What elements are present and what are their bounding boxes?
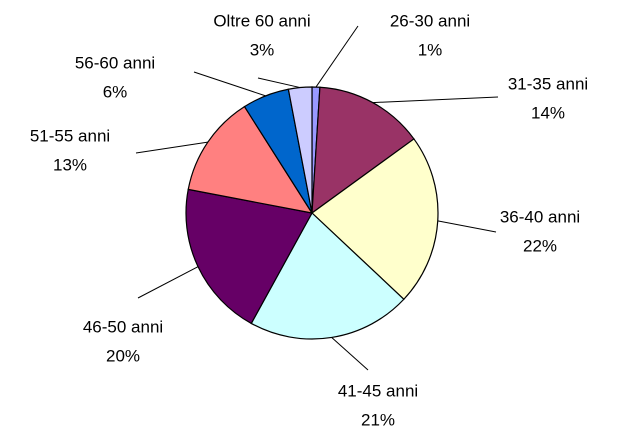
slice-value-label: 1%	[418, 40, 443, 59]
slice-label: 51-55 anni	[30, 126, 110, 145]
leader-line	[135, 141, 208, 154]
pie-slice	[311, 138, 439, 301]
slice-label: Oltre 60 anni	[213, 11, 310, 30]
pie-slice	[187, 105, 314, 214]
slice-value-label: 22%	[523, 236, 557, 255]
slice-label: 41-45 anni	[338, 381, 418, 400]
leader-line	[372, 96, 499, 104]
leader-line	[257, 77, 301, 89]
leader-line	[193, 71, 266, 97]
slice-label: 31-35 anni	[508, 74, 588, 93]
slice-label: 36-40 anni	[500, 207, 580, 226]
slice-label: 26-30 anni	[390, 11, 470, 30]
pie-slice	[185, 188, 313, 325]
slice-value-label: 14%	[531, 103, 565, 122]
slice-value-label: 20%	[106, 346, 140, 365]
slice-value-label: 13%	[53, 155, 87, 174]
slice-value-label: 6%	[103, 82, 128, 101]
slice-label: 56-60 anni	[75, 53, 155, 72]
slice-label: 46-50 anni	[83, 317, 163, 336]
slice-value-label: 3%	[250, 40, 275, 59]
leader-line	[437, 220, 497, 233]
leader-line	[137, 266, 199, 299]
leader-line	[315, 25, 359, 88]
slice-value-label: 21%	[361, 410, 395, 429]
leader-line	[331, 337, 369, 371]
